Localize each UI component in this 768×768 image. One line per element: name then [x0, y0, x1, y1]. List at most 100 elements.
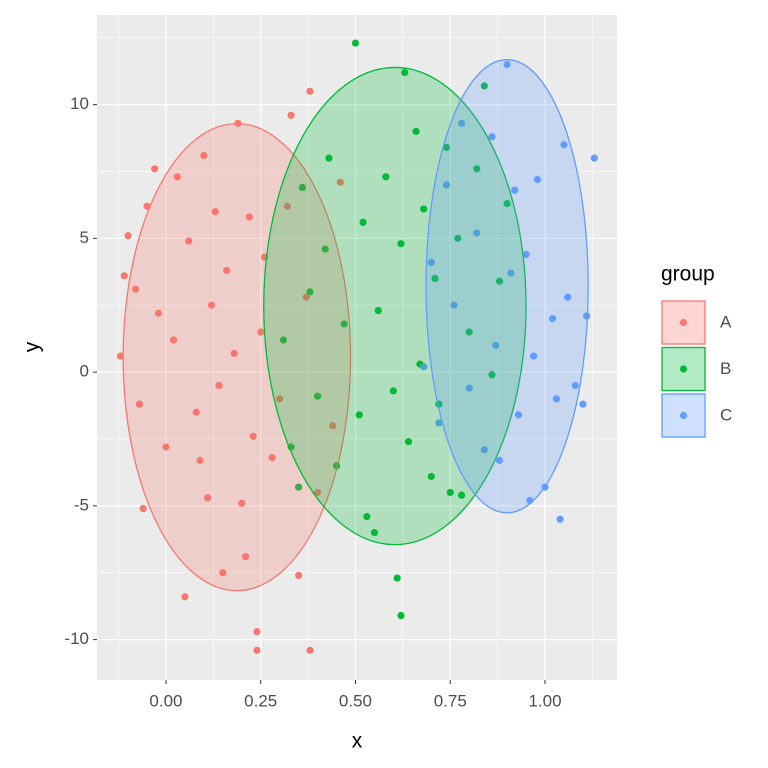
point — [397, 240, 405, 248]
point — [590, 154, 598, 162]
point — [522, 250, 530, 259]
point — [401, 68, 409, 77]
point — [135, 400, 144, 408]
point — [431, 274, 439, 283]
point — [351, 39, 360, 47]
point — [480, 446, 488, 454]
point — [552, 395, 560, 403]
point — [257, 328, 265, 336]
point — [139, 504, 147, 513]
point — [514, 411, 523, 419]
point — [359, 218, 367, 226]
y-tick-label: 5 — [80, 228, 89, 247]
point — [370, 529, 379, 537]
point — [503, 199, 511, 208]
point — [495, 456, 504, 464]
point — [120, 272, 128, 280]
point — [295, 571, 303, 580]
point — [302, 293, 310, 301]
point — [397, 611, 405, 620]
point — [530, 352, 538, 360]
y-axis-title: y — [21, 341, 44, 352]
point — [511, 186, 519, 194]
point — [480, 82, 488, 90]
point — [249, 432, 257, 440]
point — [473, 165, 481, 173]
point — [325, 154, 333, 162]
point — [306, 288, 314, 296]
point — [571, 381, 579, 390]
point — [279, 336, 288, 344]
point — [450, 301, 458, 309]
point — [465, 328, 473, 336]
point — [276, 395, 284, 403]
point — [458, 491, 466, 499]
point — [287, 111, 295, 119]
point — [173, 173, 181, 181]
legend-label: A — [720, 312, 732, 331]
point — [196, 456, 204, 464]
point — [340, 320, 348, 328]
point — [295, 483, 303, 491]
point — [393, 574, 401, 582]
point — [192, 408, 200, 416]
point — [374, 306, 382, 315]
point — [507, 269, 515, 277]
point — [488, 133, 496, 141]
point — [124, 232, 132, 240]
point — [223, 266, 231, 275]
point — [306, 87, 314, 95]
point — [116, 352, 125, 360]
point — [435, 419, 443, 427]
point — [427, 472, 435, 481]
x-tick-label: 1.00 — [528, 691, 561, 710]
point — [583, 312, 591, 320]
point — [132, 285, 140, 293]
y-tick-label: 10 — [70, 94, 89, 113]
point — [442, 143, 451, 152]
point — [446, 488, 454, 497]
point — [412, 127, 420, 135]
ellipse — [122, 122, 352, 592]
point — [465, 384, 473, 392]
point — [420, 363, 428, 371]
point — [454, 234, 462, 242]
point — [169, 336, 178, 344]
y-tick-label: 0 — [80, 362, 89, 381]
point — [458, 119, 466, 127]
point — [238, 499, 246, 507]
point — [579, 400, 587, 408]
legend-point — [679, 365, 688, 373]
point — [313, 488, 322, 497]
point — [219, 569, 227, 577]
point — [420, 205, 428, 213]
legend-title: group — [661, 263, 715, 286]
point — [389, 387, 397, 395]
point — [503, 60, 511, 69]
point — [253, 627, 261, 636]
point — [181, 593, 189, 601]
point — [495, 277, 504, 285]
point — [230, 349, 238, 357]
x-axis-title: x — [352, 730, 363, 753]
point — [200, 151, 208, 160]
point — [306, 646, 314, 654]
y-tick-label: -5 — [74, 495, 89, 514]
point — [560, 141, 568, 149]
point — [245, 213, 253, 221]
point — [253, 646, 261, 654]
point — [154, 309, 162, 317]
legend-point — [679, 411, 688, 420]
point — [241, 553, 250, 561]
point — [488, 371, 496, 379]
point — [211, 208, 219, 216]
legend-label: C — [720, 405, 732, 424]
point — [363, 512, 371, 521]
point — [185, 237, 193, 245]
point — [162, 443, 170, 451]
point — [442, 181, 451, 189]
point — [215, 381, 223, 390]
point — [298, 183, 307, 192]
x-tick-label: 0.50 — [339, 691, 372, 710]
